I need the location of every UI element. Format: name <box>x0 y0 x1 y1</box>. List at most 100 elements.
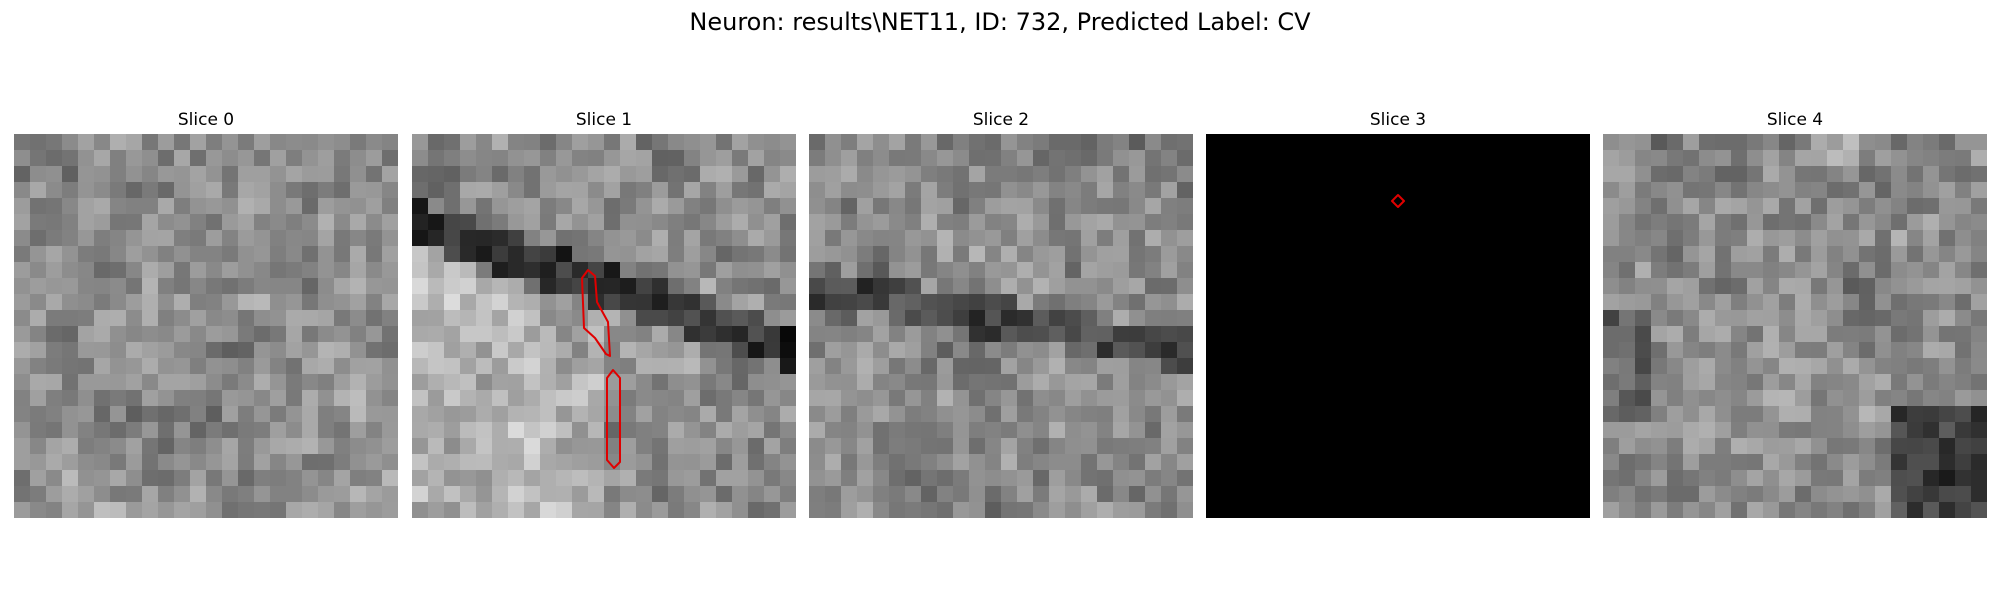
image-pixel <box>969 438 986 455</box>
image-pixel <box>1651 230 1668 247</box>
image-pixel <box>238 230 255 247</box>
image-pixel <box>572 470 589 487</box>
image-pixel <box>14 374 31 391</box>
image-pixel <box>1715 486 1732 503</box>
image-pixel <box>921 134 938 151</box>
image-pixel <box>382 374 398 391</box>
image-pixel <box>444 502 461 518</box>
image-pixel <box>1065 214 1082 231</box>
image-pixel <box>46 294 63 311</box>
image-pixel <box>764 182 781 199</box>
image-pixel <box>780 246 796 263</box>
image-pixel <box>190 454 207 471</box>
image-pixel <box>732 390 749 407</box>
image-pixel <box>382 454 398 471</box>
image-pixel <box>1763 150 1780 167</box>
image-pixel <box>1795 294 1812 311</box>
image-pixel <box>1731 150 1748 167</box>
image-pixel <box>254 166 271 183</box>
image-pixel <box>1763 166 1780 183</box>
image-pixel <box>953 470 970 487</box>
image-pixel <box>841 166 858 183</box>
image-pixel <box>841 438 858 455</box>
image-pixel <box>302 438 319 455</box>
image-pixel <box>1033 294 1050 311</box>
image-pixel <box>1097 438 1114 455</box>
image-pixel <box>412 166 429 183</box>
image-pixel <box>206 470 223 487</box>
image-pixel <box>1747 182 1764 199</box>
image-pixel <box>556 182 573 199</box>
image-pixel <box>30 214 47 231</box>
image-pixel <box>1017 390 1034 407</box>
image-pixel <box>1731 134 1748 151</box>
image-pixel <box>857 278 874 295</box>
image-pixel <box>444 294 461 311</box>
image-pixel <box>1891 294 1908 311</box>
image-pixel <box>953 166 970 183</box>
image-pixel <box>1715 374 1732 391</box>
image-pixel <box>1923 166 1940 183</box>
image-pixel <box>318 358 335 375</box>
image-pixel <box>14 310 31 327</box>
image-pixel <box>732 198 749 215</box>
image-pixel <box>366 390 383 407</box>
image-pixel <box>1017 166 1034 183</box>
image-pixel <box>953 278 970 295</box>
image-pixel <box>460 486 477 503</box>
image-pixel <box>1667 470 1684 487</box>
image-pixel <box>318 310 335 327</box>
image-pixel <box>1017 198 1034 215</box>
image-pixel <box>1891 262 1908 279</box>
image-pixel <box>206 438 223 455</box>
image-pixel <box>1907 374 1924 391</box>
image-pixel <box>1859 374 1876 391</box>
image-pixel <box>1049 358 1066 375</box>
image-pixel <box>1843 294 1860 311</box>
image-pixel <box>1033 374 1050 391</box>
image-pixel <box>270 230 287 247</box>
image-pixel <box>270 278 287 295</box>
image-pixel <box>1843 150 1860 167</box>
image-pixel <box>286 310 303 327</box>
image-pixel <box>1715 262 1732 279</box>
image-pixel <box>985 182 1002 199</box>
image-pixel <box>1923 486 1940 503</box>
image-pixel <box>476 390 493 407</box>
slice-title-3: Slice 3 <box>1369 110 1427 130</box>
image-pixel <box>492 214 509 231</box>
image-pixel <box>809 134 826 151</box>
image-pixel <box>841 294 858 311</box>
image-pixel <box>1779 278 1796 295</box>
image-pixel <box>14 470 31 487</box>
image-pixel <box>780 502 796 518</box>
image-pixel <box>14 278 31 295</box>
image-pixel <box>1907 166 1924 183</box>
image-pixel <box>350 134 367 151</box>
image-pixel <box>14 246 31 263</box>
image-pixel <box>190 502 207 518</box>
image-pixel <box>732 230 749 247</box>
image-pixel <box>1811 326 1828 343</box>
image-pixel <box>30 310 47 327</box>
image-pixel <box>1971 486 1987 503</box>
image-pixel <box>14 262 31 279</box>
image-pixel <box>1731 470 1748 487</box>
image-pixel <box>1603 422 1620 439</box>
image-pixel <box>1033 406 1050 423</box>
image-pixel <box>1651 502 1668 518</box>
image-pixel <box>1939 198 1956 215</box>
image-pixel <box>174 438 191 455</box>
image-pixel <box>14 390 31 407</box>
image-pixel <box>1955 230 1972 247</box>
image-pixel <box>889 454 906 471</box>
image-pixel <box>1619 310 1636 327</box>
image-pixel <box>460 406 477 423</box>
image-pixel <box>412 342 429 359</box>
image-pixel <box>476 294 493 311</box>
image-pixel <box>382 358 398 375</box>
image-pixel <box>492 150 509 167</box>
image-pixel <box>1875 502 1892 518</box>
image-pixel <box>158 198 175 215</box>
image-pixel <box>412 390 429 407</box>
